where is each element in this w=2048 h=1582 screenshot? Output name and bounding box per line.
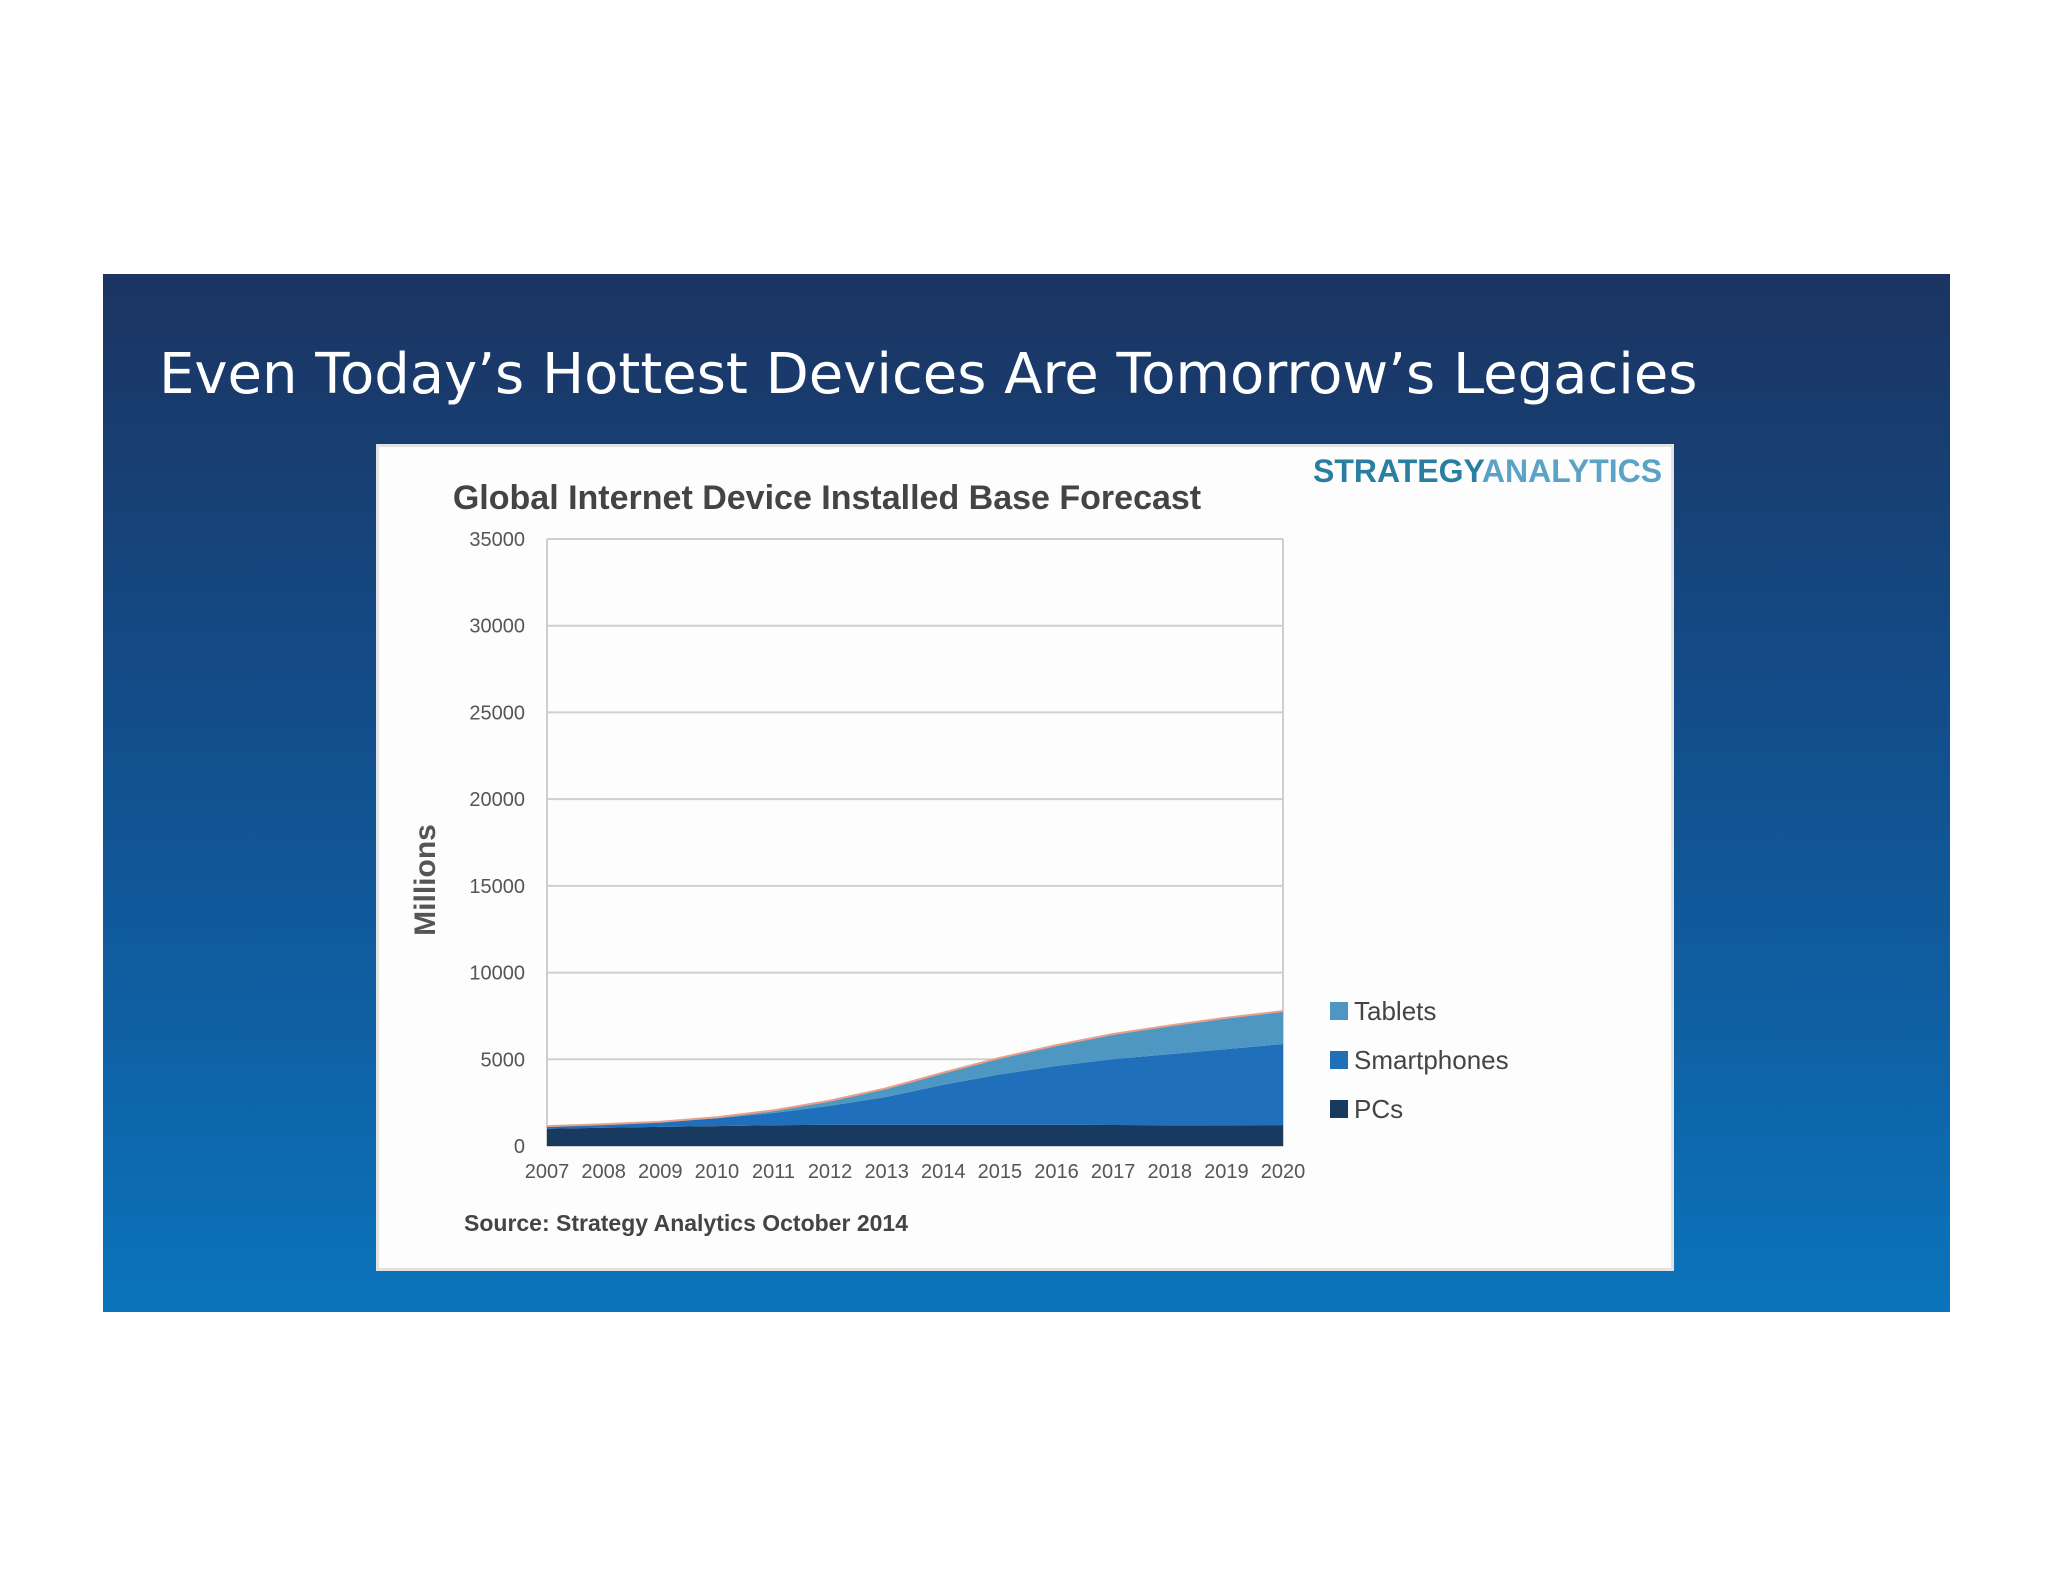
- y-tick-label: 10000: [469, 963, 525, 985]
- x-tick-label: 2009: [638, 1161, 683, 1183]
- x-tick-label: 2013: [864, 1161, 909, 1183]
- x-tick-label: 2008: [581, 1161, 626, 1183]
- y-tick-label: 30000: [469, 616, 525, 638]
- area-smartphones: [547, 1044, 1283, 1129]
- logo-strategy-part: STRATEGY: [1313, 453, 1485, 489]
- x-tick-label: 2012: [808, 1161, 853, 1183]
- chart: STRATEGYANALYTICS Global Internet Device…: [409, 453, 1662, 1236]
- legend-label-pcs: PCs: [1354, 1094, 1403, 1124]
- area-top-outline: [546, 1010, 1284, 1128]
- x-tick-label: 2018: [1148, 1161, 1193, 1183]
- y-tick-label: 35000: [469, 529, 525, 551]
- legend-swatch-pcs: [1330, 1100, 1348, 1118]
- x-tick-label: 2011: [752, 1161, 795, 1183]
- legend: Tablets Smartphones PCs: [1330, 996, 1509, 1124]
- y-tick-label: 5000: [481, 1049, 526, 1071]
- x-tick-labels: 2007 2008 2009 2010 2011 2012 2013 2014 2015 2016…: [525, 1161, 1306, 1183]
- y-tick-label: 20000: [469, 789, 525, 811]
- y-axis-label: Millions: [409, 824, 442, 936]
- legend-label-tablets: Tablets: [1354, 996, 1436, 1026]
- x-tick-label: 2019: [1204, 1161, 1249, 1183]
- stacked-areas: [546, 1010, 1284, 1146]
- x-tick-label: 2020: [1261, 1161, 1306, 1183]
- area-pcs: [547, 1124, 1283, 1146]
- chart-panel: STRATEGYANALYTICS Global Internet Device…: [376, 444, 1674, 1271]
- legend-label-smartphones: Smartphones: [1354, 1045, 1509, 1075]
- logo-strategy: STRATEGYANALYTICS: [1313, 453, 1662, 489]
- slide-title: Even Today’s Hottest Devices Are Tomorro…: [159, 342, 1698, 407]
- x-tick-label: 2014: [921, 1161, 966, 1183]
- chart-title: Global Internet Device Installed Base Fo…: [453, 479, 1201, 517]
- y-tick-label: 25000: [469, 702, 525, 724]
- x-tick-label: 2017: [1091, 1161, 1136, 1183]
- y-tick-label: 15000: [469, 876, 525, 898]
- x-tick-label: 2015: [978, 1161, 1023, 1183]
- gridlines: [546, 538, 1284, 1147]
- x-tick-label: 2007: [525, 1161, 570, 1183]
- area-tablets: [547, 1011, 1283, 1127]
- y-tick-label: 0: [514, 1136, 525, 1158]
- y-tick-labels: 0 5000 10000 15000 20000 25000 30000 35000: [469, 529, 525, 1158]
- legend-swatch-tablets: [1330, 1002, 1348, 1020]
- x-tick-label: 2010: [695, 1161, 740, 1183]
- source-note: Source: Strategy Analytics October 2014: [464, 1210, 908, 1236]
- logo-analytics-part: ANALYTICS: [1482, 453, 1662, 489]
- legend-swatch-smartphones: [1330, 1051, 1348, 1069]
- x-tick-label: 2016: [1034, 1161, 1079, 1183]
